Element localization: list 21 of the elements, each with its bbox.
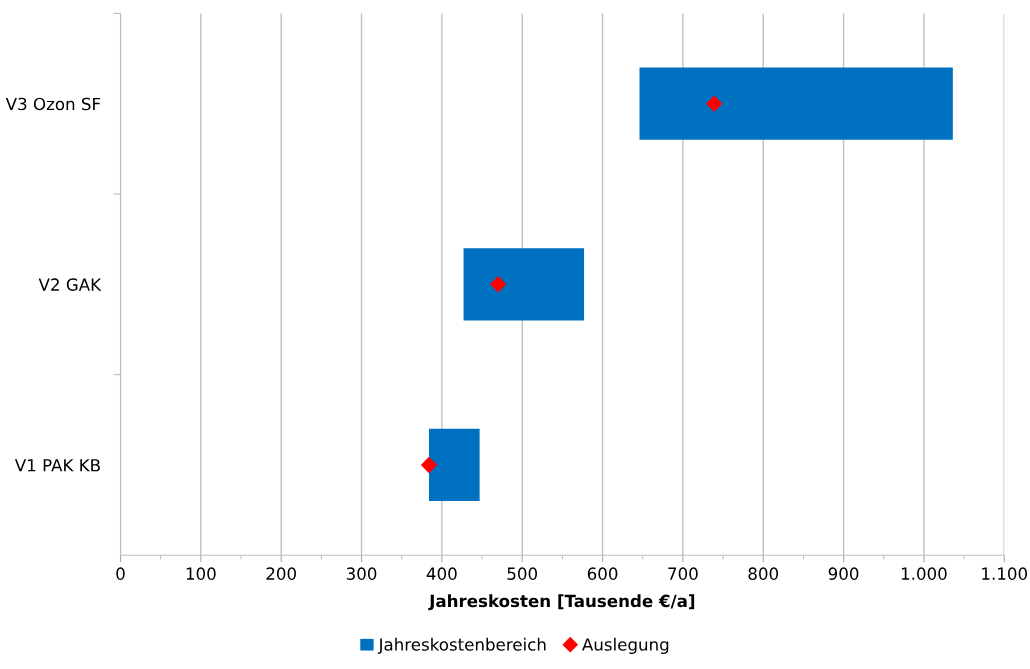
x-tick-label: 0 <box>116 567 125 580</box>
legend-label: Auslegung <box>582 637 669 654</box>
bar <box>639 67 953 140</box>
x-axis-title: Jahreskosten [Tausende €/a] <box>428 594 695 611</box>
x-tick-label: 600 <box>587 567 618 580</box>
legend-label: Jahreskostenbereich <box>377 637 546 654</box>
y-tick-label: V1 PAK KB <box>14 459 100 472</box>
x-tick-label: 500 <box>507 567 538 580</box>
bar <box>463 248 585 321</box>
x-tick-label: 900 <box>828 567 859 580</box>
x-tick-label: 800 <box>748 567 779 580</box>
x-tick-label: 200 <box>266 567 296 580</box>
x-tick-label: 300 <box>346 567 377 580</box>
y-tick-label: V3 Ozon SF <box>5 97 101 111</box>
y-tick-label: V2 GAK <box>38 278 102 291</box>
x-tick-label: 1.100 <box>982 567 1027 580</box>
x-tick-label: 700 <box>668 567 698 580</box>
x-tick-label: 1.000 <box>901 567 947 580</box>
x-tick-label: 100 <box>186 567 216 580</box>
bar <box>429 428 480 502</box>
x-tick-label: 400 <box>426 567 457 580</box>
